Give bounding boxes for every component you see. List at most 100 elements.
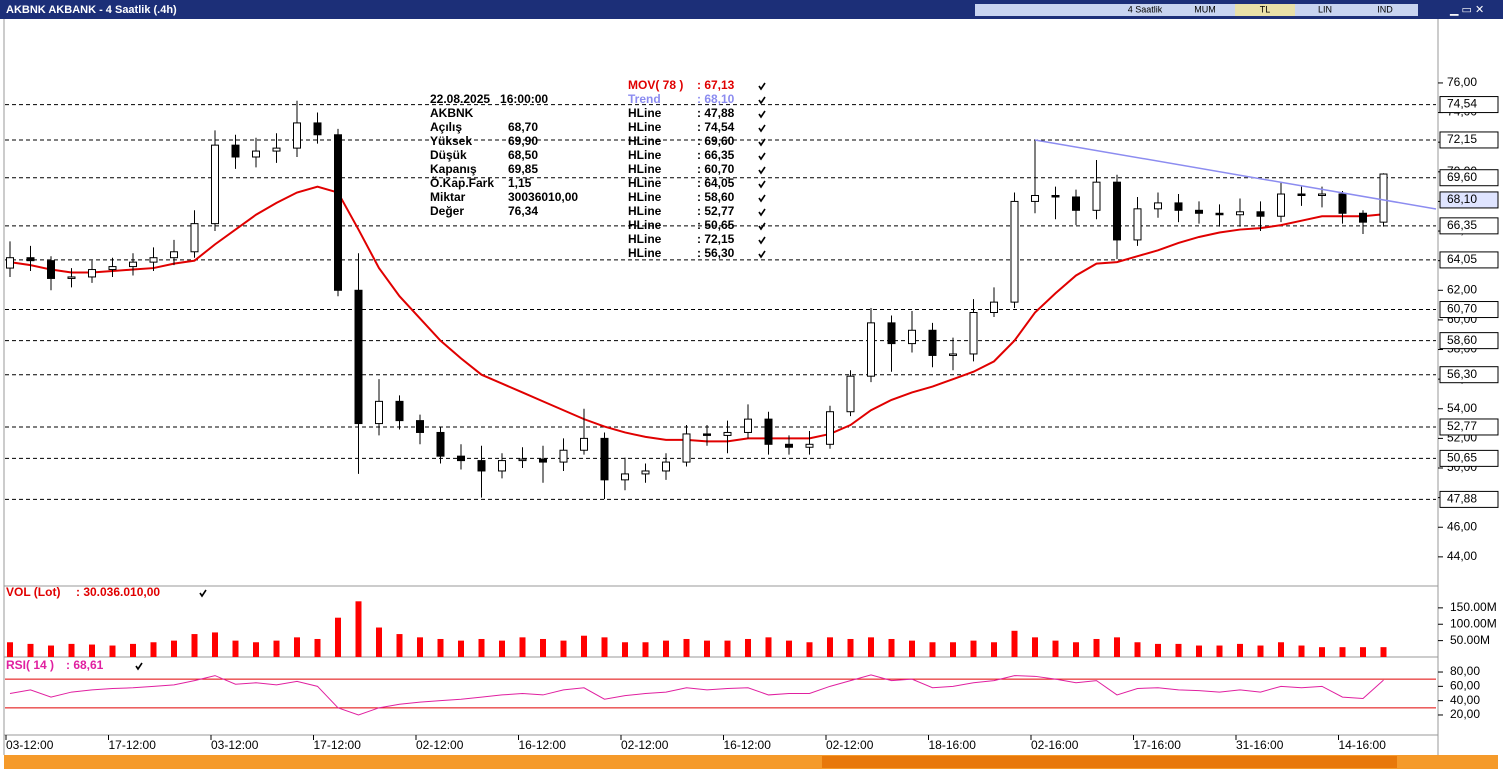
info-date: 22.08.2025 16:00:00 <box>430 92 548 106</box>
hline-label-box <box>1439 301 1499 319</box>
volume-bar <box>540 638 546 657</box>
window-controls <box>1418 4 1498 16</box>
info-value: 1,15 <box>508 176 532 190</box>
candle-body <box>190 223 199 253</box>
y-tick-label: 60,00 <box>1450 679 1480 693</box>
volume-bar <box>1175 643 1182 657</box>
toolbar-strip <box>975 4 1420 16</box>
candle-body <box>457 455 465 462</box>
candle-body <box>498 460 506 472</box>
legend-value: : 47,88 <box>697 106 735 120</box>
volume-bar <box>1114 637 1120 657</box>
volume-bar <box>663 640 669 657</box>
candle-body <box>1174 202 1183 211</box>
x-tick-label: 03-12:00 <box>6 738 54 752</box>
hline-label-box <box>1439 217 1499 235</box>
legend-value: : 69,60 <box>697 134 735 148</box>
volume-bar <box>1237 643 1243 657</box>
volume-bar <box>642 642 649 657</box>
y-tick-label: 40,00 <box>1450 693 1480 707</box>
candle-body <box>969 311 978 355</box>
info-label: Miktar <box>430 190 466 204</box>
hline-label: 58,60 <box>1447 333 1477 347</box>
legend-name: HLine <box>628 246 662 260</box>
volume-bar <box>232 640 239 657</box>
legend-value: : 66,35 <box>697 148 735 162</box>
volume-bar <box>909 640 915 657</box>
x-tick-label: 17-16:00 <box>1134 738 1182 752</box>
volume-bar <box>1196 645 1202 657</box>
legend-name: HLine <box>628 134 662 148</box>
candle-body <box>928 329 937 356</box>
volume-bar <box>355 601 362 657</box>
rsi-line <box>9 674 1384 716</box>
volume-bar <box>417 637 423 657</box>
candle-body <box>1297 193 1306 196</box>
toolbar-button[interactable]: TL <box>1260 4 1271 14</box>
volume-bar <box>786 640 792 657</box>
candle-body <box>805 443 814 448</box>
legend-name: HLine <box>628 120 662 134</box>
candle-body <box>1010 200 1019 303</box>
volume-bar <box>601 637 608 657</box>
volume-bar <box>191 634 198 657</box>
trend-line <box>1034 139 1437 210</box>
toolbar-button[interactable]: LIN <box>1318 4 1332 14</box>
candle-body <box>867 322 875 377</box>
legend-value: : 56,30 <box>697 246 735 260</box>
check-icon <box>758 180 766 189</box>
volume-bar <box>929 642 936 657</box>
hline-label: 47,88 <box>1447 492 1477 506</box>
candle-body <box>580 437 588 451</box>
toolbar-button[interactable]: IND <box>1377 4 1393 14</box>
info-label: Düşük <box>430 148 467 162</box>
panel-title: RSI( 14 ) <box>6 658 54 672</box>
candle-body <box>477 460 486 472</box>
volume-bar <box>273 640 280 657</box>
info-value: 68,70 <box>508 120 538 134</box>
volume-bar <box>1360 647 1366 657</box>
info-label: Değer <box>430 204 464 218</box>
volume-bar <box>1257 645 1264 657</box>
volume-bar <box>847 638 854 657</box>
check-icon <box>758 138 766 147</box>
candle-body <box>47 260 55 279</box>
volume-bar <box>437 638 444 657</box>
legend-name: HLine <box>628 162 662 176</box>
toolbar-button[interactable]: MUM <box>1194 4 1216 14</box>
volume-bar <box>806 642 813 657</box>
scroll-thumb[interactable] <box>822 756 1397 768</box>
volume-bar <box>519 637 526 657</box>
y-tick-label: 20,00 <box>1450 707 1480 721</box>
candle-body <box>313 122 322 136</box>
check-icon <box>758 236 766 245</box>
candle-body <box>990 301 998 313</box>
y-tick-label: 50.00M <box>1450 633 1490 647</box>
volume-bar <box>314 638 321 657</box>
volume-bar <box>1216 645 1223 657</box>
x-tick-label: 02-12:00 <box>621 738 669 752</box>
candle-body <box>826 411 834 445</box>
hline-label: 72,15 <box>1447 132 1477 146</box>
y-tick-label: 62,00 <box>1447 282 1477 296</box>
x-tick-label: 02-16:00 <box>1031 738 1079 752</box>
candle-body <box>272 147 281 152</box>
candle-body <box>1256 211 1265 217</box>
hline-label-box <box>1439 169 1499 187</box>
toolbar-button[interactable]: 4 Saatlik <box>1128 4 1163 14</box>
candle-body <box>334 134 342 291</box>
info-value: 69,85 <box>508 162 538 176</box>
volume-bar <box>27 643 34 657</box>
window-buttons[interactable]: ▁ ▭ ✕ <box>1449 4 1484 16</box>
legend-value: : 74,54 <box>697 120 735 134</box>
candle-body <box>1113 181 1121 241</box>
x-tick-label: 31-16:00 <box>1236 738 1284 752</box>
legend-value: : 72,15 <box>697 232 735 246</box>
candle-body <box>723 431 732 436</box>
trend-label-box <box>1439 191 1499 209</box>
toolbar-active <box>1235 4 1295 16</box>
volume-bar <box>1298 645 1305 657</box>
panel-value: : 68,61 <box>66 658 104 672</box>
volume-bar <box>396 634 403 657</box>
